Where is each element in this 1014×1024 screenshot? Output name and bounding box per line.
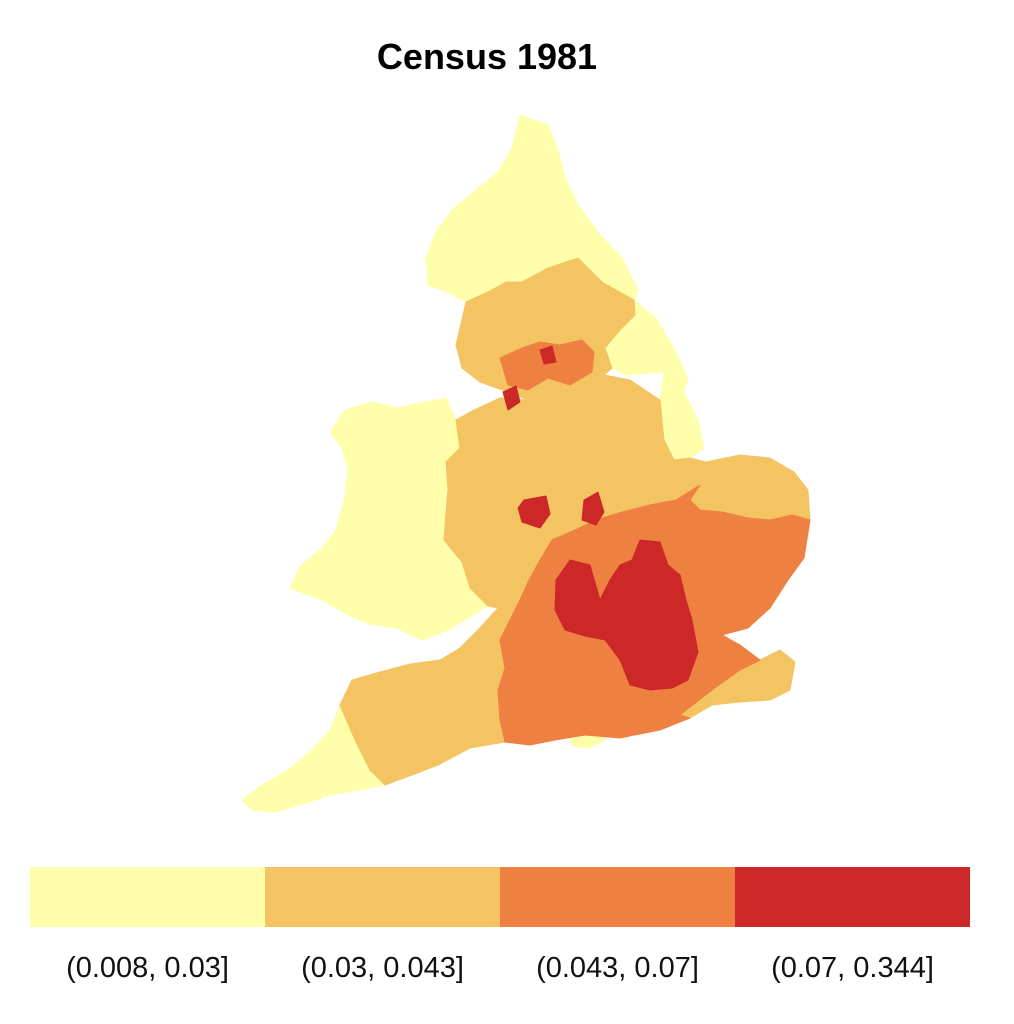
region-wales [289, 397, 489, 641]
region-northumberland-cumbria [425, 114, 639, 303]
legend-swatch-4 [735, 867, 970, 927]
region-london [599, 539, 699, 691]
legend-label-1: (0.008, 0.03] [66, 952, 229, 984]
region-essex-suffolk [687, 509, 811, 636]
region-manchester [502, 385, 521, 411]
region-west-yorkshire [499, 339, 595, 391]
legend-label-4: (0.07, 0.344] [771, 952, 934, 984]
region-oxfordshire [613, 587, 641, 621]
legend-swatch-3 [500, 867, 735, 927]
region-south-coast [497, 667, 691, 746]
region-birmingham [517, 495, 551, 529]
legend-swatch-2 [265, 867, 500, 927]
region-bedfordshire-hertfordshire [554, 559, 606, 641]
map-title: Census 1981 [376, 36, 598, 77]
region-leicester [581, 491, 605, 526]
regions-layer [241, 114, 811, 813]
legend-label-3: (0.043, 0.07] [536, 952, 699, 984]
region-bradford [539, 345, 557, 365]
legend-swatch-1 [30, 867, 265, 927]
legend-label-2: (0.03, 0.043] [301, 952, 464, 984]
